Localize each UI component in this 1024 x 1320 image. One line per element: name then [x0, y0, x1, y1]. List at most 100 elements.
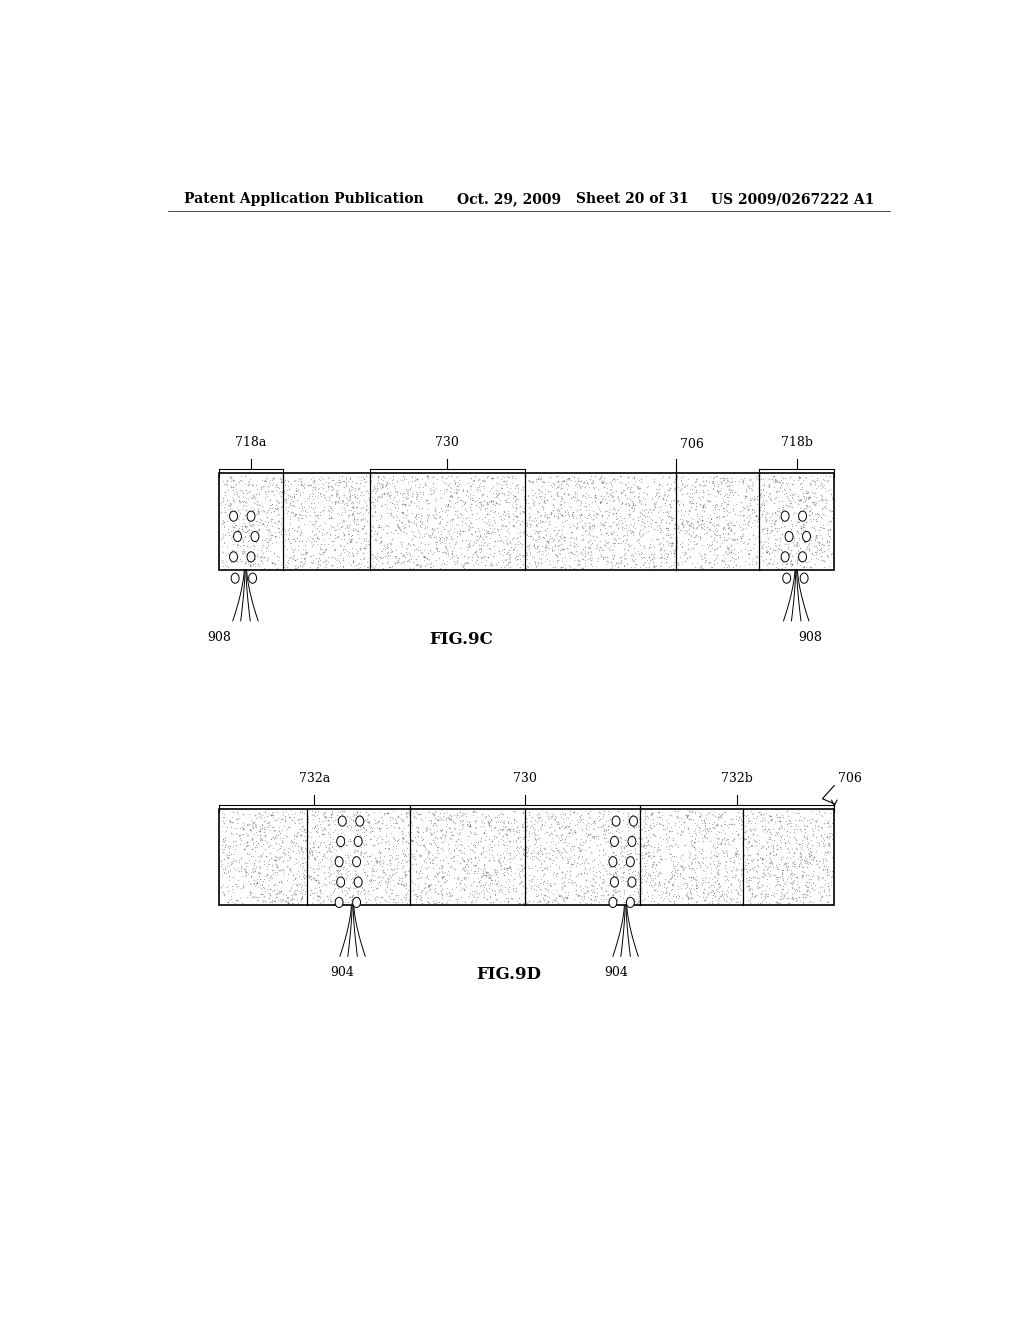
Point [698, 887, 715, 908]
Point [590, 853, 606, 874]
Point [291, 469, 307, 490]
Point [300, 826, 316, 847]
Point [459, 813, 475, 834]
Point [806, 814, 822, 836]
Point [475, 520, 492, 541]
Point [215, 882, 231, 903]
Point [259, 865, 275, 886]
Point [772, 810, 788, 832]
Point [767, 875, 783, 896]
Point [730, 870, 746, 891]
Point [775, 829, 792, 850]
Point [305, 533, 322, 554]
Point [647, 865, 664, 886]
Point [604, 845, 621, 866]
Point [517, 513, 534, 535]
Point [701, 483, 718, 504]
Circle shape [352, 857, 360, 867]
Point [801, 846, 817, 867]
Point [728, 805, 744, 826]
Point [784, 531, 801, 552]
Point [558, 808, 574, 829]
Point [604, 814, 621, 836]
Point [548, 853, 564, 874]
Point [281, 858, 297, 879]
Point [791, 876, 807, 898]
Point [296, 865, 312, 886]
Point [751, 528, 767, 549]
Point [281, 816, 297, 837]
Point [292, 552, 308, 573]
Point [328, 519, 344, 540]
Point [790, 546, 806, 568]
Point [561, 541, 578, 562]
Point [386, 828, 402, 849]
Point [572, 511, 589, 532]
Point [357, 523, 374, 544]
Point [613, 516, 630, 537]
Point [348, 513, 365, 535]
Point [787, 814, 804, 836]
Point [368, 494, 384, 515]
Point [673, 470, 689, 491]
Point [305, 858, 322, 879]
Point [555, 469, 571, 490]
Point [274, 552, 291, 573]
Point [354, 829, 371, 850]
Point [323, 855, 339, 876]
Point [569, 544, 586, 565]
Point [474, 865, 490, 886]
Point [561, 548, 578, 569]
Point [216, 532, 232, 553]
Point [231, 817, 248, 838]
Point [215, 541, 231, 562]
Point [519, 543, 536, 564]
Point [644, 887, 660, 908]
Point [466, 861, 482, 882]
Point [759, 869, 775, 890]
Point [496, 556, 512, 577]
Point [294, 816, 310, 837]
Point [802, 495, 818, 516]
Point [733, 540, 750, 561]
Point [581, 504, 597, 525]
Point [302, 826, 318, 847]
Point [599, 500, 615, 521]
Point [626, 550, 642, 572]
Point [583, 879, 599, 900]
Point [381, 892, 397, 913]
Point [483, 809, 500, 830]
Point [822, 483, 839, 504]
Point [680, 817, 696, 838]
Point [574, 820, 591, 841]
Point [796, 516, 812, 537]
Point [775, 807, 792, 828]
Point [364, 486, 380, 507]
Point [630, 528, 646, 549]
Point [362, 828, 379, 849]
Point [723, 808, 739, 829]
Point [516, 520, 532, 541]
Point [308, 533, 325, 554]
Point [511, 892, 527, 913]
Point [814, 515, 830, 536]
Point [769, 803, 785, 824]
Point [272, 492, 289, 513]
Point [683, 486, 699, 507]
Point [429, 826, 445, 847]
Point [667, 539, 683, 560]
Point [293, 470, 309, 491]
Point [345, 544, 361, 565]
Point [360, 846, 377, 867]
Point [679, 539, 695, 560]
Point [347, 851, 364, 873]
Point [680, 469, 696, 490]
Point [646, 492, 663, 513]
Point [438, 537, 455, 558]
Point [379, 533, 395, 554]
Point [696, 812, 713, 833]
Point [437, 502, 454, 523]
Point [401, 869, 418, 890]
Point [637, 863, 653, 884]
Point [254, 891, 270, 912]
